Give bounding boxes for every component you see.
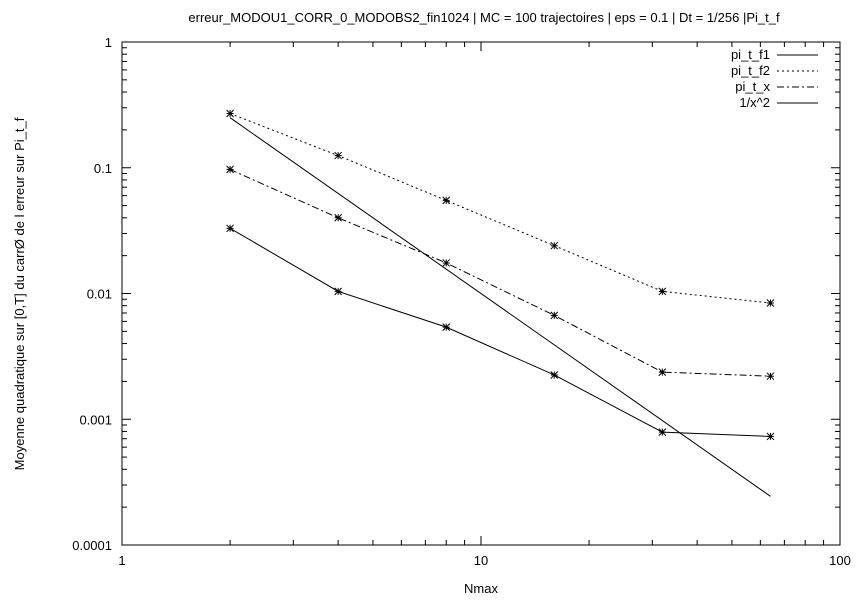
legend-label: pi_t_f2 [731, 63, 770, 78]
series-pi-t-f1 [226, 224, 775, 441]
data-point-pi-t-f1 [658, 428, 667, 436]
x-tick-label: 10 [474, 553, 488, 568]
data-point-pi-t-x [442, 259, 451, 267]
x-axis-label: Nmax [464, 581, 498, 596]
y-tick-label: 0.0001 [72, 538, 112, 553]
legend-label: pi_t_x [735, 79, 770, 94]
chart-title: erreur_MODOU1_CORR_0_MODOBS2_fin1024 | M… [188, 10, 780, 25]
data-point-pi-t-f1 [766, 432, 775, 441]
data-point-pi-t-f1 [334, 287, 342, 296]
legend-label: pi_t_f1 [731, 47, 770, 62]
data-point-pi-t-f2 [658, 287, 667, 296]
legend-label: 1/x^2 [739, 95, 770, 110]
series-line-pi-t-f2 [229, 113, 771, 304]
data-point-pi-t-f2 [226, 109, 234, 118]
series-layer [226, 109, 775, 497]
axis-tick-labels: 1 10 100 0.0001 0.001 0.01 0.1 1 [72, 35, 851, 568]
y-tick-label: 1 [105, 35, 112, 50]
data-point-pi-t-x [766, 372, 775, 381]
data-point-pi-t-f1 [226, 224, 234, 233]
series-pi-t-x [226, 165, 775, 381]
data-point-pi-t-f2 [334, 151, 342, 160]
x-tick-label: 100 [829, 553, 851, 568]
data-point-pi-t-f2 [442, 196, 451, 205]
series-pi-t-f2 [226, 109, 775, 307]
data-point-pi-t-x [550, 311, 559, 320]
x-tick-label: 1 [118, 553, 125, 568]
y-tick-label: 0.01 [87, 287, 112, 302]
series-line-pi-t-f1 [229, 227, 771, 437]
y-axis-label: Moyenne quadratique sur [0,T] du carrØ d… [12, 117, 27, 470]
data-point-pi-t-f2 [766, 299, 775, 307]
data-point-pi-t-f2 [550, 241, 559, 250]
data-point-pi-t-f1 [550, 371, 559, 379]
data-point-pi-t-x [226, 165, 234, 174]
data-point-pi-t-x [334, 213, 342, 222]
data-point-pi-t-f1 [442, 323, 451, 332]
series-line-pi-t-x [229, 168, 771, 377]
series-line-1-x-2 [229, 117, 771, 497]
y-tick-label: 0.1 [94, 161, 112, 176]
series-1-x-2 [229, 117, 771, 497]
data-point-pi-t-x [658, 368, 667, 376]
y-tick-label: 0.001 [79, 412, 112, 427]
axis-ticks [121, 41, 841, 546]
